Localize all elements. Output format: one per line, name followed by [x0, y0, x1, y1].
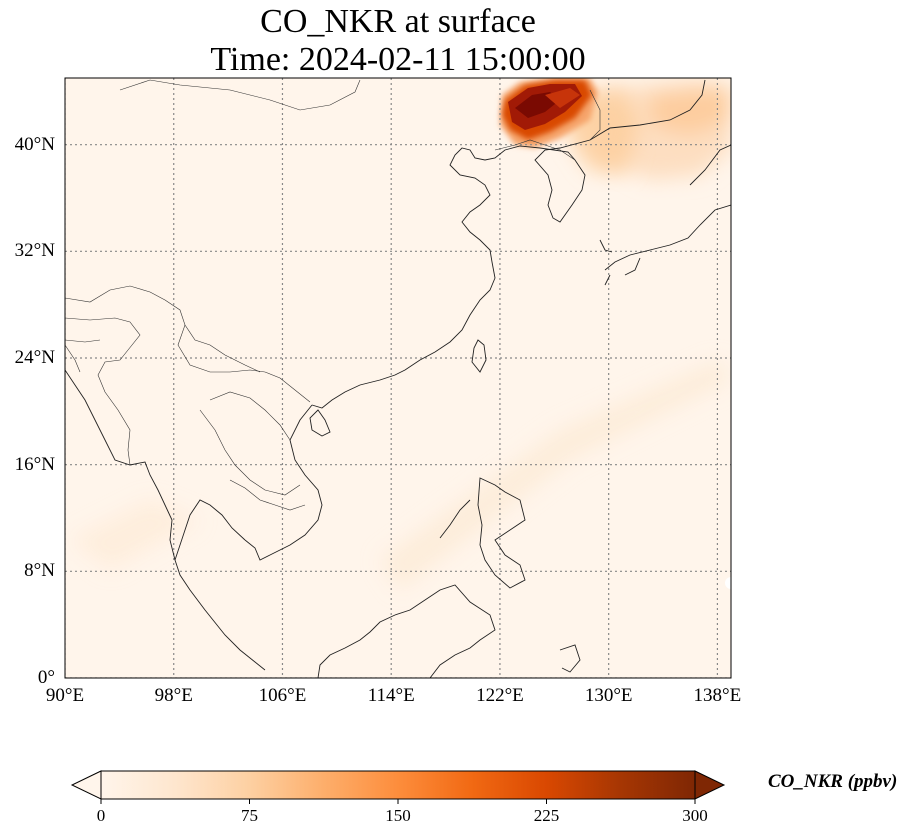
colorbar-tick-label: 300	[682, 806, 708, 825]
coastlines	[65, 79, 731, 678]
colorbar-tick-label: 225	[533, 806, 560, 825]
lat-tick-label: 32°N	[14, 240, 55, 262]
colorbar-tick-label: 150	[385, 806, 411, 825]
colorbar-tick-marks	[100, 799, 696, 804]
country-borders	[65, 79, 601, 511]
map-field	[65, 78, 731, 678]
lat-tick-label: 40°N	[14, 133, 55, 155]
lon-tick-label: 114°E	[367, 685, 415, 706]
colorbar	[70, 770, 726, 804]
lat-tick-label: 0°	[37, 667, 55, 688]
low-concentration-streaks	[70, 360, 731, 590]
colorbar-label: CO_NKR (ppbv)	[768, 771, 898, 792]
lat-tick-label: 8°N	[24, 560, 55, 582]
title-line-2: Time: 2024-02-11 15:00:00	[210, 41, 586, 78]
lon-tick-label: 130°E	[584, 685, 633, 706]
lat-tick-label: 16°N	[14, 453, 55, 475]
colorbar-tick-label: 0	[96, 806, 106, 825]
map-frame	[64, 77, 732, 679]
plume-ne-china	[500, 78, 598, 148]
lon-tick-label: 90°E	[45, 685, 85, 706]
lon-tick-label: 98°E	[154, 685, 193, 706]
lon-tick-label: 106°E	[258, 685, 307, 706]
lon-tick-label: 138°E	[693, 685, 742, 706]
title-line-1: CO_NKR at surface	[260, 3, 536, 40]
colorbar-extend-max	[694, 770, 726, 800]
colorbar-gradient	[101, 771, 695, 799]
lon-tick-label: 122°E	[476, 685, 524, 706]
colorbar-extend-min	[70, 770, 102, 800]
colorbar-tick-label: 75	[241, 806, 258, 825]
plume-edge-white	[725, 577, 731, 589]
lat-tick-label: 24°N	[14, 347, 55, 368]
gridlines	[65, 78, 731, 678]
